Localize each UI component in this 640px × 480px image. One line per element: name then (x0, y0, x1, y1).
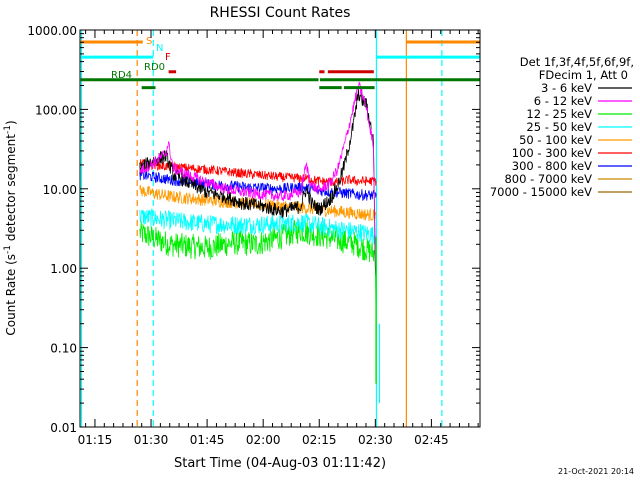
x-tick-label: 01:30 (134, 433, 169, 447)
y-tick-label: 0.10 (50, 342, 77, 356)
x-axis-label: Start Time (04-Aug-03 01:11:42) (174, 456, 386, 471)
flag-label: F (165, 52, 171, 63)
plot-frame (79, 29, 481, 428)
legend-entry-label: 7000 - 15000 keV (490, 185, 592, 199)
y-axis-label-part: ) (4, 120, 18, 125)
x-tick-label: 01:45 (190, 433, 225, 447)
legend: Det 1f,3f,4f,5f,6f,9f, FDecim 1, Att 0 3… (490, 55, 634, 199)
x-tick-label: 02:00 (246, 433, 281, 447)
flag-label: N (156, 43, 163, 54)
timestamp-stamp: 21-Oct-2021 20:14 (558, 467, 634, 476)
y-axis-label-part: Count Rate (s (4, 254, 18, 336)
y-tick-label: 1.00 (50, 262, 77, 276)
y-axis-label-exponent: -1 (3, 125, 13, 134)
legend-entry-label: 25 - 50 keV (526, 120, 592, 134)
legend-entry-label: 6 - 12 keV (534, 94, 592, 108)
flag-label: RD4 (111, 70, 132, 81)
legend-entry-label: 50 - 100 keV (519, 133, 592, 147)
axis-ticks: 0.01 0.10 1.00 10.00 100.00 1000.00 01:15 01:30… (27, 24, 480, 447)
series-line (139, 81, 377, 267)
series-line (139, 208, 377, 246)
series-line (139, 88, 377, 276)
series-layer (139, 81, 381, 404)
y-axis-label-part: detector segment (4, 134, 18, 245)
flag-label: S (146, 36, 152, 47)
series-line (139, 159, 377, 187)
x-tick-label: 02:30 (358, 433, 393, 447)
y-tick-label: 0.01 (50, 421, 77, 435)
flag-label: RD0 (144, 62, 165, 73)
legend-header-line-2: FDecim 1, Att 0 (539, 68, 628, 82)
y-axis-label-exponent: -1 (3, 245, 13, 254)
y-tick-label: 10.00 (43, 183, 77, 197)
chart-title: RHESSI Count Rates (210, 5, 351, 21)
legend-entry-label: 100 - 300 keV (512, 146, 592, 160)
legend-header-line-1: Det 1f,3f,4f,5f,6f,9f, (520, 55, 634, 69)
legend-entry-label: 12 - 25 keV (526, 107, 592, 121)
legend-entry-label: 3 - 6 keV (541, 81, 592, 95)
y-tick-label: 100.00 (35, 103, 77, 117)
series-line (139, 184, 377, 222)
x-tick-label: 01:15 (78, 433, 113, 447)
series-line (139, 169, 377, 201)
legend-entry-label: 800 - 7000 keV (504, 172, 592, 186)
x-tick-label: 02:15 (302, 433, 337, 447)
y-tick-label: 1000.00 (27, 24, 77, 38)
x-tick-label: 02:45 (414, 433, 449, 447)
y-axis-label: Count Rate (s-1 detector segment-1) (3, 120, 18, 335)
legend-entry-label: 300 - 800 keV (512, 159, 592, 173)
